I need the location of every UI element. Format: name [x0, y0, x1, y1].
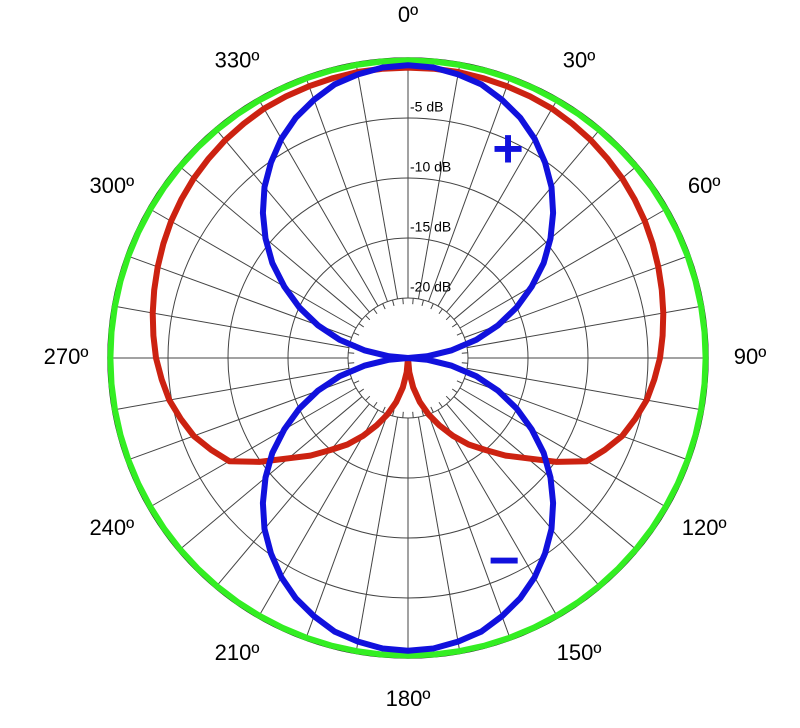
grid-ring [227, 177, 589, 539]
inner-tick [438, 401, 443, 408]
inner-tick [402, 298, 404, 305]
inner-tick [353, 332, 360, 336]
angle-label: 0º [398, 2, 418, 27]
angle-label: 180º [386, 686, 431, 711]
inner-tick [421, 410, 425, 417]
inner-tick [391, 410, 395, 417]
annotation: − [488, 530, 520, 590]
inner-tick [456, 332, 463, 336]
inner-tick [456, 380, 463, 384]
angle-label: 30º [563, 48, 596, 73]
inner-tick [348, 352, 355, 354]
grid-ring [347, 297, 469, 419]
inner-tick [461, 362, 468, 364]
inner-tick [412, 411, 414, 418]
angle-label: 240º [89, 515, 134, 540]
inner-tick [438, 308, 443, 315]
inner-tick [421, 299, 425, 306]
inner-tick [382, 303, 386, 310]
r-tick-label: -20 dB [410, 279, 451, 295]
inner-tick [353, 380, 360, 384]
inner-tick [358, 323, 365, 328]
inner-tick [430, 303, 434, 310]
inner-tick [412, 298, 414, 305]
inner-tick [451, 388, 458, 393]
inner-tick [451, 323, 458, 328]
inner-tick [365, 315, 371, 321]
angle-label: 330º [215, 48, 260, 73]
annotation: + [492, 118, 524, 178]
angle-label: 150º [557, 640, 602, 665]
inner-tick [365, 395, 371, 401]
inner-tick [391, 299, 395, 306]
pattern-line [107, 57, 709, 659]
grid-ring [287, 237, 529, 479]
r-tick-label: -10 dB [410, 159, 451, 175]
r-tick-label: -5 dB [410, 99, 443, 115]
r-tick-label: -15 dB [410, 219, 451, 235]
angle-label: 120º [682, 515, 727, 540]
inner-tick [461, 352, 468, 354]
inner-tick [430, 406, 434, 413]
inner-tick [373, 308, 378, 315]
angle-label: 90º [734, 344, 767, 369]
inner-tick [445, 395, 451, 401]
grid-ring [167, 117, 649, 599]
inner-tick [348, 362, 355, 364]
inner-tick [373, 401, 378, 408]
angle-label: 210º [215, 640, 260, 665]
pattern-line [259, 62, 557, 654]
angle-label: 60º [688, 173, 721, 198]
inner-tick [445, 315, 451, 321]
angle-label: 300º [89, 173, 134, 198]
inner-tick [358, 388, 365, 393]
angle-label: 270º [44, 344, 89, 369]
inner-tick [382, 406, 386, 413]
inner-tick [402, 411, 404, 418]
